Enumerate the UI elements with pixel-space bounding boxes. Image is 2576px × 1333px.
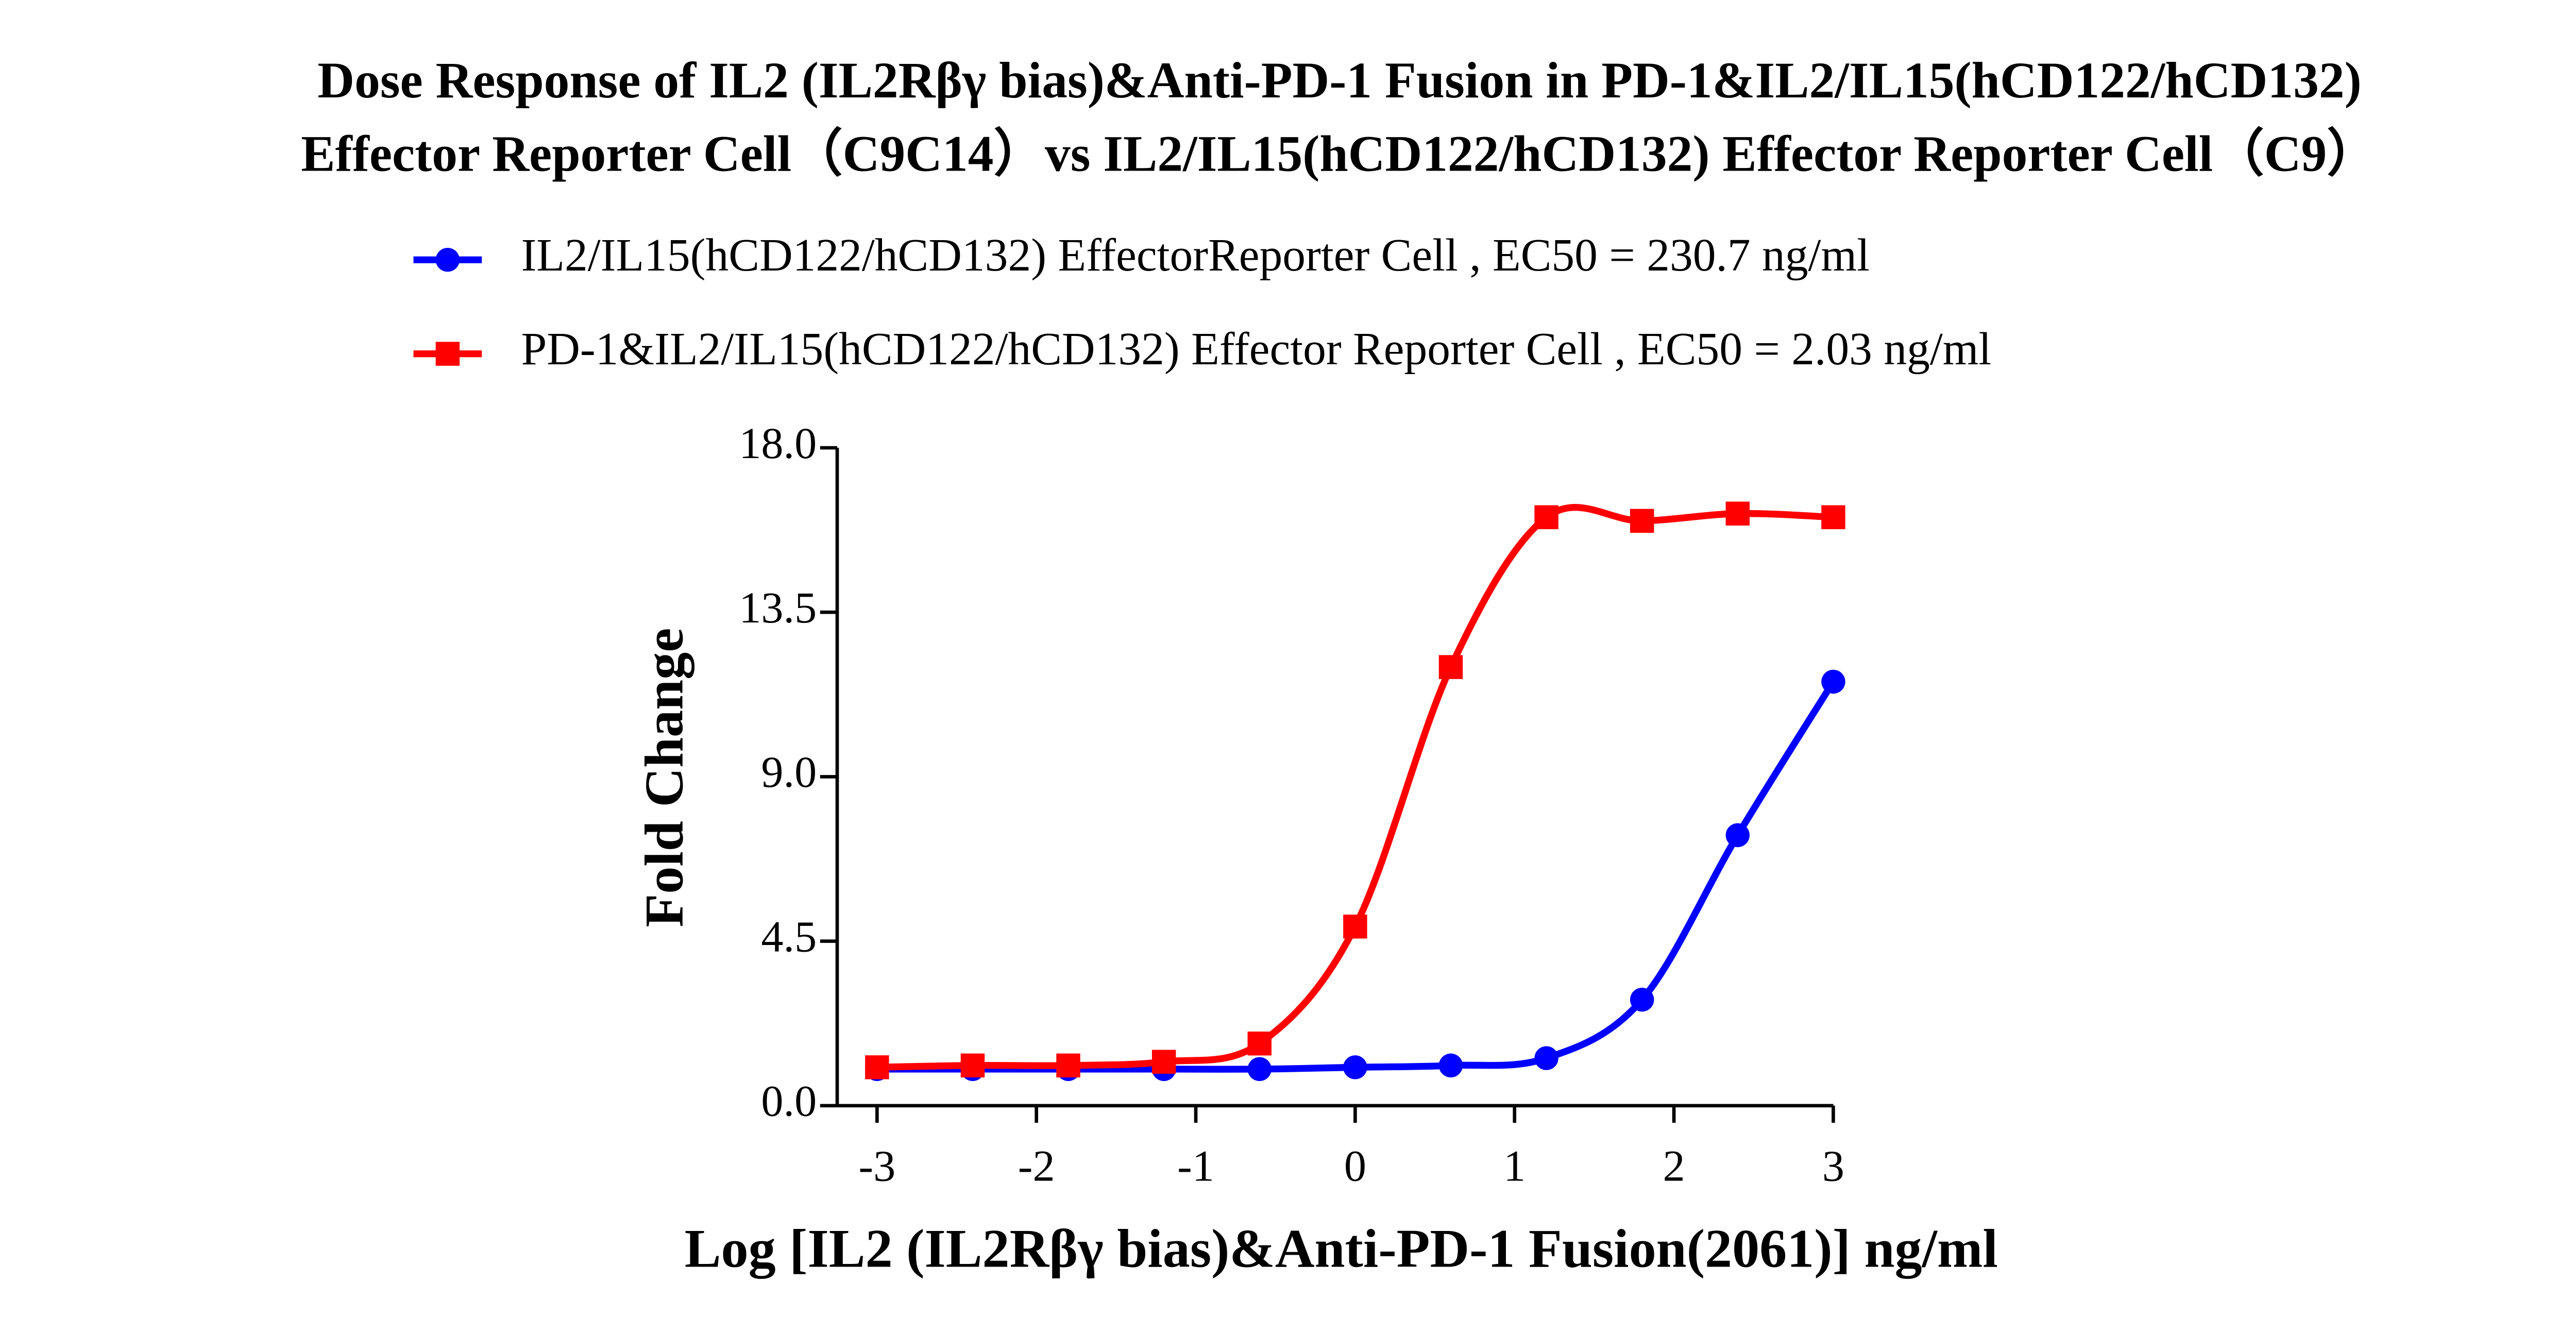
x-axis-title: Log [IL2 (IL2Rβγ bias)&Anti-PD-1 Fusion(… [685, 1218, 1998, 1279]
y-tick-label: 18.0 [739, 418, 817, 468]
legend-label: PD-1&IL2/IL15(hCD122/hCD132) Effector Re… [521, 324, 1991, 375]
data-point [1438, 655, 1463, 679]
fit-curve [877, 680, 1837, 1073]
data-point [1247, 1057, 1272, 1082]
y-tick-label: 0.0 [761, 1076, 817, 1126]
fit-curve [877, 504, 1834, 1071]
chart-subtitle: Effector Reporter Cell（C9C14）vs IL2/IL15… [301, 125, 2378, 182]
legend-label: IL2/IL15(hCD122/hCD132) EffectorReporter… [521, 230, 1869, 281]
x-tick-label: -3 [858, 1141, 895, 1191]
data-point [865, 1055, 889, 1079]
x-tick-label: 3 [1822, 1141, 1844, 1191]
data-point [1151, 1050, 1176, 1074]
x-tick-label: 2 [1663, 1141, 1685, 1191]
data-point [1725, 501, 1750, 526]
x-tick-label: -1 [1177, 1141, 1214, 1191]
x-tick-label: 0 [1344, 1141, 1366, 1191]
y-axis-title: Fold Change [633, 628, 694, 927]
data-point [1343, 915, 1367, 939]
data-point [1534, 1046, 1558, 1070]
y-tick-label: 9.0 [761, 747, 817, 797]
data-point [1343, 1055, 1367, 1079]
x-tick-label: -2 [1018, 1141, 1055, 1191]
data-point [1821, 669, 1845, 694]
y-tick-label: 13.5 [739, 583, 817, 632]
legend-marker [435, 342, 460, 366]
data-point [1821, 505, 1845, 529]
data-point [1534, 505, 1558, 529]
x-tick-label: 1 [1503, 1141, 1526, 1191]
chart-title: Dose Response of IL2 (IL2Rβγ bias)&Anti-… [317, 52, 2361, 109]
data-point [1630, 987, 1654, 1012]
y-tick-label: 4.5 [761, 912, 817, 961]
data-point [1056, 1053, 1080, 1077]
data-point [1725, 823, 1750, 848]
data-point [1247, 1031, 1272, 1056]
legend-marker [435, 248, 460, 272]
data-point [1438, 1053, 1463, 1077]
data-point [960, 1053, 985, 1077]
data-point [1630, 509, 1654, 533]
